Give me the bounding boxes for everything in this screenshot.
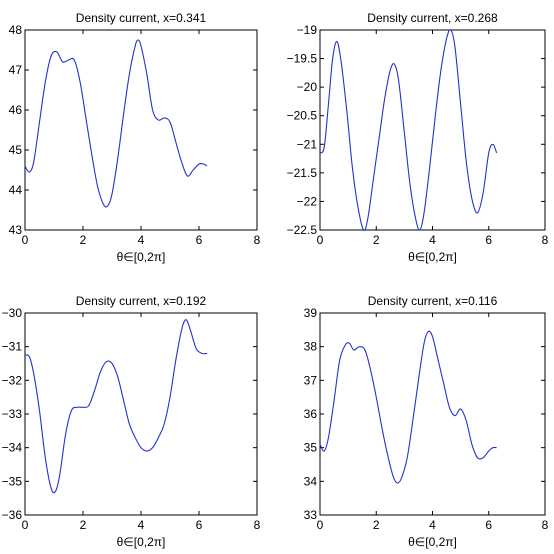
y-tick-label: −22.5 [287,223,318,237]
x-tick-label: 4 [429,233,436,247]
y-tick-label: −34 [2,441,23,455]
x-tick-label: 2 [373,518,380,532]
x-tick-label: 6 [196,233,203,247]
y-tick-label: −22 [297,194,318,208]
series-line [24,319,208,494]
y-tick-label: 47 [9,63,23,77]
y-tick-label: −20 [297,80,318,94]
x-tick-label: 4 [138,518,145,532]
x-tick-label: 2 [80,233,87,247]
y-tick-label: −19.5 [287,52,318,66]
x-tick-label: 2 [80,518,87,532]
x-tick-label: 6 [485,518,492,532]
x-tick-label: 8 [542,233,549,247]
y-tick-label: 46 [9,103,23,117]
x-axis-label: θ∈[0,2π] [408,250,457,264]
x-tick-label: 8 [254,233,261,247]
y-tick-label: 38 [304,340,318,354]
chart-title: Density current, x=0.192 [76,294,207,308]
x-axis-label: θ∈[0,2π] [408,535,457,549]
y-tick-label: −21 [297,137,318,151]
chart-title: Density current, x=0.341 [76,11,207,25]
y-tick-label: 39 [304,306,318,320]
x-tick-label: 8 [254,518,261,532]
y-tick-label: −35 [2,474,23,488]
x-tick-label: 0 [317,233,324,247]
y-tick-label: 43 [9,223,23,237]
plot-frame [24,29,258,231]
y-tick-label: 48 [9,23,23,37]
chart-title: Density current, x=0.268 [367,11,498,25]
y-tick-label: 33 [304,508,318,522]
x-tick-label: 6 [485,233,492,247]
x-tick-label: 2 [373,233,380,247]
y-tick-label: 44 [9,183,23,197]
y-tick-label: −21.5 [287,166,318,180]
y-tick-label: −19 [297,23,318,37]
x-tick-label: 6 [196,518,203,532]
y-tick-label: −31 [2,340,23,354]
y-tick-label: −32 [2,373,23,387]
x-tick-label: 4 [429,518,436,532]
x-tick-label: 0 [22,233,29,247]
y-tick-label: 34 [304,474,318,488]
plot-frame [24,312,258,516]
y-tick-label: −36 [2,508,23,522]
subplot-2: Density current, x=0.268 0 2 4 6 8 −22.5 −22 −21… [287,11,549,264]
x-axis-label: θ∈[0,2π] [117,250,166,264]
series-line [319,29,498,231]
y-tick-label: 36 [304,407,318,421]
chart-title: Density current, x=0.116 [368,294,498,308]
y-tick-label: 35 [304,441,318,455]
x-tick-label: 8 [542,518,549,532]
y-tick-label: −33 [2,407,23,421]
y-tick-label: 45 [9,143,23,157]
x-tick-label: 0 [22,518,29,532]
series-line [319,330,497,484]
x-tick-label: 0 [317,518,324,532]
y-tick-label: −20.5 [287,109,318,123]
y-tick-label: −30 [2,306,23,320]
subplot-4: Density current, x=0.116 0 2 4 6 8 33 34 35 36 37 3… [304,294,549,549]
plot-frame [319,29,546,231]
y-tick-label: 37 [304,373,318,387]
plot-frame [319,312,546,516]
subplot-3: Density current, x=0.192 0 2 4 6 8 −36 −35 −34 −3… [2,294,261,549]
series-line [24,39,208,208]
x-tick-label: 4 [138,233,145,247]
x-axis-label: θ∈[0,2π] [117,535,166,549]
